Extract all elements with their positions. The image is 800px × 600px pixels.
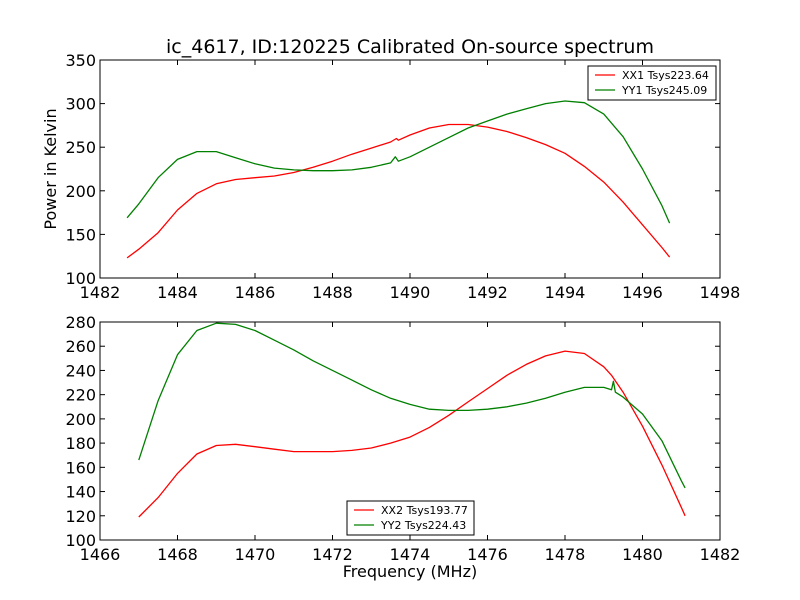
y-tick-label: 280 xyxy=(65,313,96,332)
x-tick-label: 1472 xyxy=(312,545,353,564)
y-tick-label: 150 xyxy=(65,225,96,244)
legend-entry-label: XX1 Tsys223.64 xyxy=(622,69,709,82)
series-line-1-2 xyxy=(126,100,671,224)
y-tick-label: 200 xyxy=(65,182,96,201)
chart-title: ic_4617, ID:120225 Calibrated On-source … xyxy=(166,36,654,58)
legend-entry-label: YY2 Tsys224.43 xyxy=(380,519,466,532)
x-tick-label: 1486 xyxy=(235,283,276,302)
y-tick-label: 260 xyxy=(65,337,96,356)
x-tick-label: 1466 xyxy=(80,545,121,564)
series-line-1-1 xyxy=(126,123,671,259)
legend-entry-label: YY1 Tsys245.09 xyxy=(621,84,707,97)
x-tick-label: 1482 xyxy=(700,545,741,564)
x-tick-label: 1474 xyxy=(390,545,431,564)
y-tick-label: 250 xyxy=(65,138,96,157)
series-line-2-1 xyxy=(138,350,686,518)
x-tick-label: 1492 xyxy=(467,283,508,302)
top-plot: 1482 1484 1486 1488 1490 1492 1494 1496 1498 100 1… xyxy=(65,51,740,302)
legend-entry-label: XX2 Tsys193.77 xyxy=(381,504,468,517)
x-tick-label: 1468 xyxy=(157,545,198,564)
legend: XX2 Tsys193.77 YY2 Tsys224.43 xyxy=(346,500,475,536)
series-line-2-2 xyxy=(138,322,686,489)
y-tick-label: 300 xyxy=(65,95,96,114)
x-tick-label: 1480 xyxy=(622,545,663,564)
y-tick-label: 100 xyxy=(65,269,96,288)
y-tick-label: 200 xyxy=(65,410,96,429)
legend-box xyxy=(587,65,717,101)
x-tick-label: 1484 xyxy=(157,283,198,302)
x-tick-label: 1478 xyxy=(545,545,586,564)
x-tick-label: 1490 xyxy=(390,283,431,302)
x-tick-label: 1488 xyxy=(312,283,353,302)
y-axis-label: Power in Kelvin xyxy=(41,108,60,229)
legend-box xyxy=(346,500,475,536)
x-tick-label: 1482 xyxy=(80,283,121,302)
y-tick-label: 100 xyxy=(65,531,96,550)
y-tick-label: 120 xyxy=(65,507,96,526)
y-tick-label: 220 xyxy=(65,386,96,405)
y-tick-label: 180 xyxy=(65,434,96,453)
x-tick-label: 1494 xyxy=(545,283,586,302)
x-tick-label: 1476 xyxy=(467,545,508,564)
x-tick-label: 1496 xyxy=(622,283,663,302)
x-axis-label: Frequency (MHz) xyxy=(343,562,477,581)
x-tick-label: 1498 xyxy=(700,283,741,302)
y-tick-label: 160 xyxy=(65,458,96,477)
y-tick-label: 240 xyxy=(65,361,96,380)
bottom-plot: 1466 1468 1470 1472 1474 1476 1478 1480 1482 100 1… xyxy=(65,313,740,564)
y-tick-label: 140 xyxy=(65,483,96,502)
legend: XX1 Tsys223.64 YY1 Tsys245.09 xyxy=(587,65,717,101)
y-tick-label: 350 xyxy=(65,51,96,70)
x-tick-label: 1470 xyxy=(235,545,276,564)
